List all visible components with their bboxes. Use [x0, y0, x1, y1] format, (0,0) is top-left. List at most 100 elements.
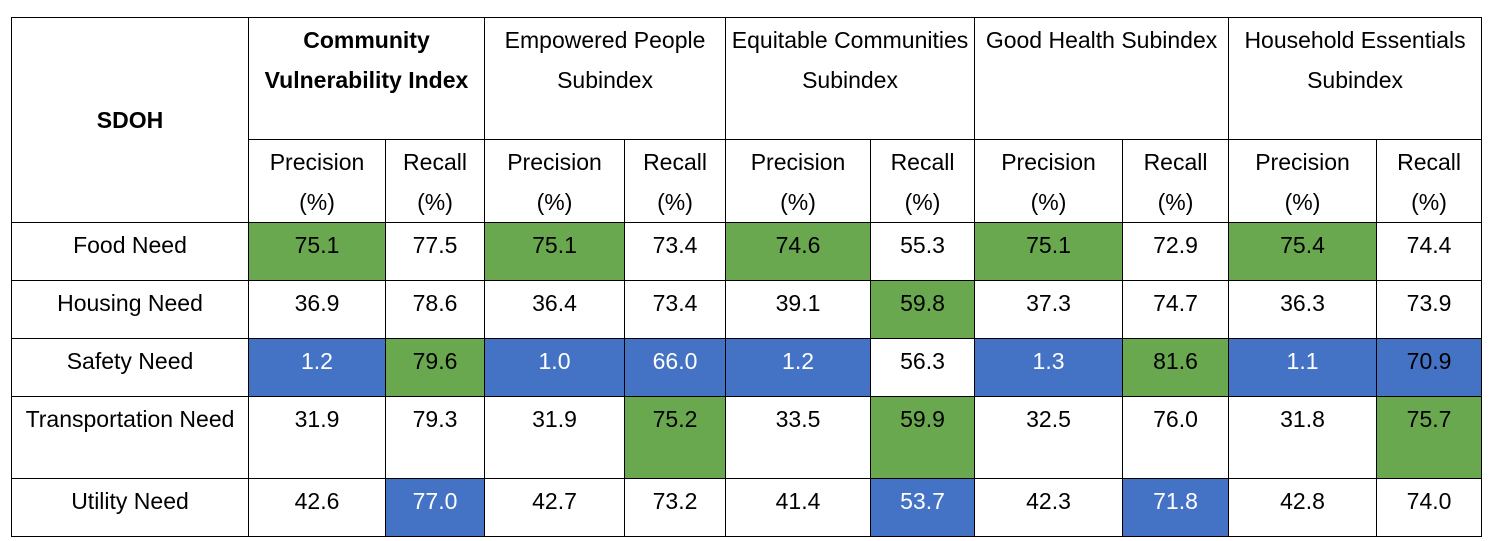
sub-header-row: Precision (%) Recall (%) Precision (%) Recall (…	[12, 139, 1483, 223]
precision-header-unit: (%)	[1284, 189, 1321, 215]
precision-header-label: Precision	[1001, 149, 1096, 175]
recall-cell: 73.4	[624, 222, 727, 281]
precision-cell: 41.4	[725, 478, 872, 537]
precision-header: Precision (%)	[248, 139, 386, 223]
precision-cell: 75.1	[974, 222, 1124, 281]
table-row: Transportation Need 31.9 79.3 31.9 75.2 33.5 5…	[11, 396, 1483, 479]
precision-cell: 36.3	[1228, 280, 1378, 339]
precision-header: Precision (%)	[974, 139, 1124, 223]
precision-header-unit: (%)	[299, 189, 335, 215]
recall-header: Recall (%)	[1376, 139, 1483, 223]
precision-cell: 74.6	[725, 222, 872, 281]
recall-header-label: Recall	[643, 149, 707, 175]
precision-cell: 75.1	[484, 222, 626, 281]
sdoh-header: SDOH	[11, 17, 249, 223]
precision-header-label: Precision	[507, 149, 602, 175]
recall-cell: 70.9	[1376, 338, 1483, 397]
sdoh-results-table: SDOH Community Vulnerability Index Empow…	[11, 17, 1483, 537]
recall-cell: 55.3	[870, 222, 976, 281]
precision-cell: 75.4	[1228, 222, 1378, 281]
precision-header: Precision (%)	[484, 139, 626, 223]
recall-cell: 73.2	[624, 478, 727, 537]
row-label: Housing Need	[11, 280, 249, 339]
group-header-row: SDOH Community Vulnerability Index Empow…	[11, 17, 1483, 223]
precision-cell: 1.0	[484, 338, 626, 397]
recall-cell: 73.9	[1376, 280, 1483, 339]
recall-cell: 75.2	[624, 396, 727, 479]
recall-cell: 73.4	[624, 280, 727, 339]
table-row: Utility Need 42.6 77.0 42.7 73.2 41.4 53.7 42.3…	[11, 478, 1483, 537]
recall-header: Recall (%)	[1122, 139, 1230, 223]
precision-cell: 42.8	[1228, 478, 1378, 537]
precision-cell: 36.9	[248, 280, 386, 339]
precision-cell: 42.6	[248, 478, 386, 537]
recall-header-label: Recall	[1143, 149, 1208, 175]
precision-header-label: Precision	[750, 149, 846, 175]
precision-cell: 1.1	[1228, 338, 1378, 397]
precision-header: Precision (%)	[1228, 139, 1378, 223]
recall-cell: 59.9	[870, 396, 976, 479]
recall-header: Recall (%)	[870, 139, 976, 223]
recall-header-unit: (%)	[1411, 189, 1447, 215]
precision-cell: 37.3	[974, 280, 1124, 339]
recall-cell: 74.0	[1376, 478, 1483, 537]
precision-cell: 33.5	[725, 396, 872, 479]
recall-header-label: Recall	[1397, 149, 1461, 175]
recall-cell: 53.7	[870, 478, 976, 537]
recall-cell: 77.0	[384, 478, 486, 537]
precision-cell: 75.1	[248, 222, 386, 281]
recall-cell: 76.0	[1122, 396, 1230, 479]
recall-cell: 71.8	[1122, 478, 1230, 537]
precision-cell: 1.2	[725, 338, 872, 397]
recall-cell: 72.9	[1122, 222, 1230, 281]
row-label: Food Need	[11, 222, 249, 281]
precision-header-unit: (%)	[536, 189, 573, 215]
recall-header-label: Recall	[403, 149, 467, 175]
table-row: Safety Need 1.2 79.6 1.0 66.0 1.2 56.3 1.3 81.6 1…	[11, 338, 1483, 397]
precision-header-label: Precision	[269, 149, 365, 175]
row-label: Transportation Need	[11, 396, 249, 479]
group-header-empowered-people: Empowered People Subindex	[484, 17, 727, 140]
precision-cell: 42.3	[974, 478, 1124, 537]
precision-header-unit: (%)	[1030, 189, 1067, 215]
recall-cell: 74.4	[1376, 222, 1483, 281]
precision-cell: 31.9	[248, 396, 386, 479]
precision-cell: 1.3	[974, 338, 1124, 397]
recall-header-label: Recall	[890, 149, 955, 175]
precision-cell: 32.5	[974, 396, 1124, 479]
recall-cell: 66.0	[624, 338, 727, 397]
recall-header-unit: (%)	[904, 189, 941, 215]
precision-cell: 31.8	[1228, 396, 1378, 479]
group-header-household-essentials: Household Essentials Subindex	[1228, 17, 1483, 140]
precision-cell: 39.1	[725, 280, 872, 339]
precision-cell: 1.2	[248, 338, 386, 397]
precision-cell: 36.4	[484, 280, 626, 339]
recall-header-unit: (%)	[1157, 189, 1194, 215]
recall-header-unit: (%)	[657, 189, 693, 215]
precision-cell: 42.7	[484, 478, 626, 537]
recall-cell: 79.3	[384, 396, 486, 479]
recall-header: Recall (%)	[624, 139, 727, 223]
recall-cell: 79.6	[384, 338, 486, 397]
group-header-equitable-communities: Equitable Communities Subindex	[725, 17, 976, 140]
recall-cell: 74.7	[1122, 280, 1230, 339]
recall-header: Recall (%)	[384, 139, 486, 223]
recall-cell: 77.5	[384, 222, 486, 281]
table-row: Housing Need 36.9 78.6 36.4 73.4 39.1 59.8 37.3…	[11, 280, 1483, 339]
recall-cell: 59.8	[870, 280, 976, 339]
recall-cell: 75.7	[1376, 396, 1483, 479]
recall-header-unit: (%)	[417, 189, 453, 215]
precision-header: Precision (%)	[725, 139, 872, 223]
recall-cell: 78.6	[384, 280, 486, 339]
recall-cell: 56.3	[870, 338, 976, 397]
row-label: Safety Need	[11, 338, 249, 397]
precision-header-label: Precision	[1255, 149, 1350, 175]
precision-cell: 31.9	[484, 396, 626, 479]
recall-cell: 81.6	[1122, 338, 1230, 397]
row-label: Utility Need	[11, 478, 249, 537]
group-header-cvi: Community Vulnerability Index	[247, 17, 486, 140]
table-body: Food Need 75.1 77.5 75.1 73.4 74.6 55.3 75.1 72.…	[11, 222, 1483, 537]
table-row: Food Need 75.1 77.5 75.1 73.4 74.6 55.3 75.1 72.…	[11, 222, 1483, 281]
precision-header-unit: (%)	[780, 189, 816, 215]
group-header-good-health: Good Health Subindex	[974, 17, 1230, 140]
